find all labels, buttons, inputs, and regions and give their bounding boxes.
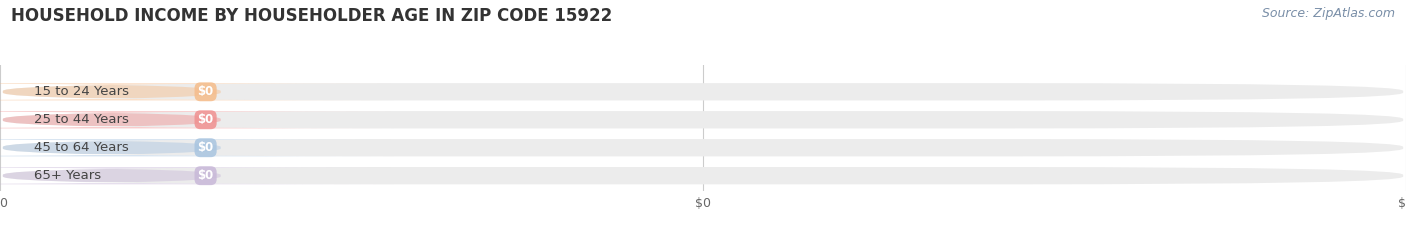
FancyBboxPatch shape (3, 83, 1403, 100)
FancyBboxPatch shape (0, 111, 396, 128)
Text: 25 to 44 Years: 25 to 44 Years (34, 113, 128, 126)
Text: Source: ZipAtlas.com: Source: ZipAtlas.com (1261, 7, 1395, 20)
FancyBboxPatch shape (3, 167, 1403, 184)
Text: $0: $0 (197, 85, 214, 98)
FancyBboxPatch shape (3, 139, 1403, 156)
FancyBboxPatch shape (0, 167, 396, 184)
FancyBboxPatch shape (0, 139, 396, 156)
Text: $0: $0 (197, 113, 214, 126)
Text: HOUSEHOLD INCOME BY HOUSEHOLDER AGE IN ZIP CODE 15922: HOUSEHOLD INCOME BY HOUSEHOLDER AGE IN Z… (11, 7, 613, 25)
Text: 65+ Years: 65+ Years (34, 169, 101, 182)
Text: 45 to 64 Years: 45 to 64 Years (34, 141, 128, 154)
FancyBboxPatch shape (3, 111, 1403, 128)
Text: $0: $0 (197, 169, 214, 182)
FancyBboxPatch shape (0, 83, 396, 100)
Text: $0: $0 (197, 141, 214, 154)
Text: 15 to 24 Years: 15 to 24 Years (34, 85, 129, 98)
